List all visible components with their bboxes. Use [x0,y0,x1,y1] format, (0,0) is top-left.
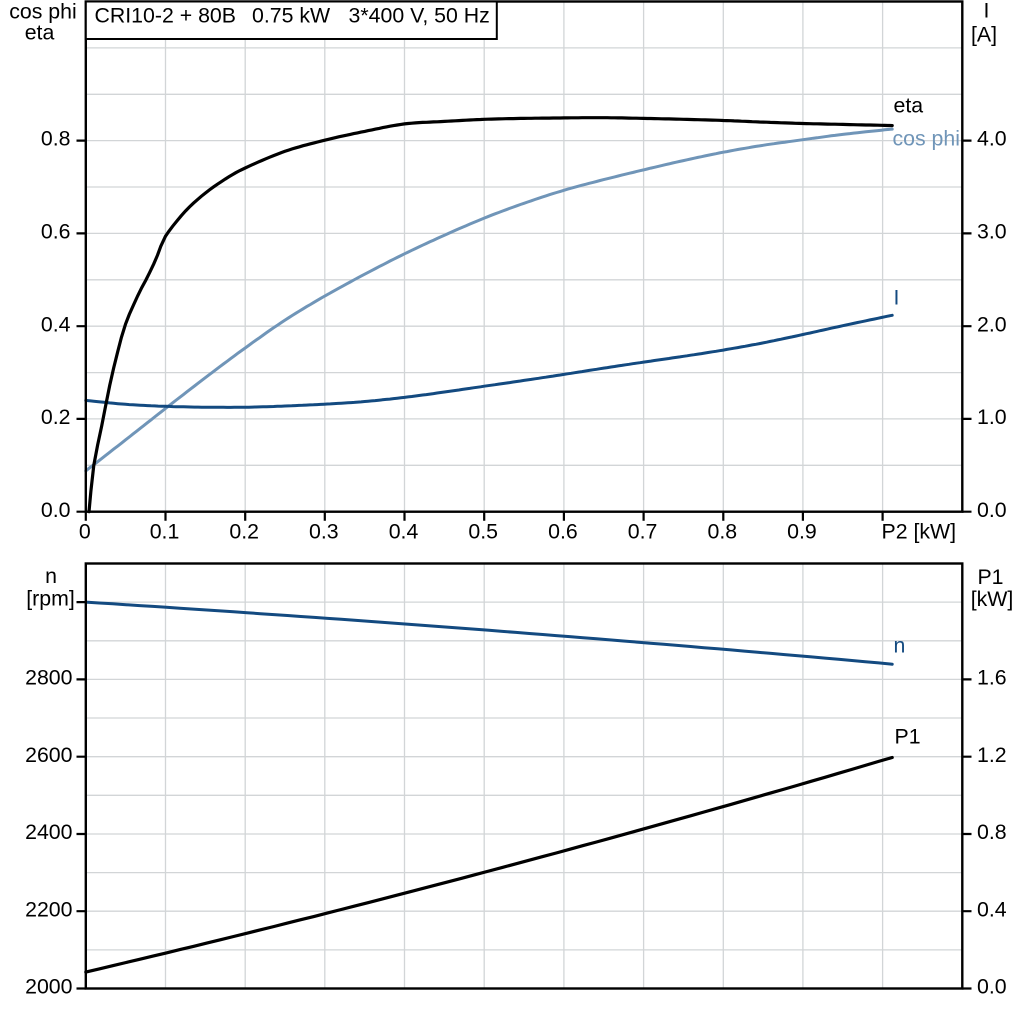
svg-text:2600: 2600 [25,743,73,767]
svg-text:0.4: 0.4 [41,312,71,336]
svg-text:0.9: 0.9 [787,519,817,543]
svg-text:0.3: 0.3 [309,519,339,543]
svg-text:I: I [984,0,990,23]
svg-text:1.2: 1.2 [977,743,1007,767]
svg-text:4.0: 4.0 [977,127,1007,151]
svg-text:0.6: 0.6 [548,519,578,543]
svg-text:eta: eta [25,21,55,45]
svg-text:0.7: 0.7 [628,519,658,543]
svg-text:n: n [894,633,906,657]
svg-text:cos phi: cos phi [9,0,76,24]
svg-text:0.5: 0.5 [468,519,498,543]
svg-text:2000: 2000 [25,975,73,999]
svg-text:2800: 2800 [25,666,73,690]
svg-text:0.2: 0.2 [41,405,71,429]
svg-text:3.0: 3.0 [977,220,1007,244]
svg-text:[kW]: [kW] [971,587,1014,611]
svg-text:[rpm]: [rpm] [26,587,75,611]
svg-text:0.75 kW: 0.75 kW [252,3,331,27]
svg-text:0.0: 0.0 [977,498,1007,522]
svg-text:2400: 2400 [25,820,73,844]
svg-text:eta: eta [894,94,924,118]
svg-text:P1: P1 [895,725,921,749]
svg-text:[A]: [A] [971,23,997,47]
svg-text:cos phi: cos phi [893,127,960,151]
svg-text:0.0: 0.0 [977,975,1007,999]
svg-text:2.0: 2.0 [977,312,1007,336]
svg-text:P1: P1 [977,565,1003,589]
svg-text:0.8: 0.8 [41,127,71,151]
svg-text:0: 0 [79,519,91,543]
svg-text:0.6: 0.6 [41,220,71,244]
svg-text:0.2: 0.2 [229,519,259,543]
svg-text:1.6: 1.6 [977,666,1007,690]
svg-text:2200: 2200 [25,897,73,921]
svg-text:I: I [894,286,900,310]
svg-text:0.8: 0.8 [707,519,737,543]
svg-text:0.4: 0.4 [977,897,1007,921]
svg-text:3*400 V, 50 Hz: 3*400 V, 50 Hz [349,3,490,27]
svg-text:1.0: 1.0 [977,405,1007,429]
svg-text:0.0: 0.0 [41,498,71,522]
svg-text:0.8: 0.8 [977,820,1007,844]
svg-text:P2 [kW]: P2 [kW] [882,519,957,543]
svg-text:0.1: 0.1 [150,519,180,543]
svg-text:n: n [45,564,57,588]
svg-text:CRI10-2 + 80B: CRI10-2 + 80B [95,3,236,27]
svg-text:0.4: 0.4 [389,519,419,543]
